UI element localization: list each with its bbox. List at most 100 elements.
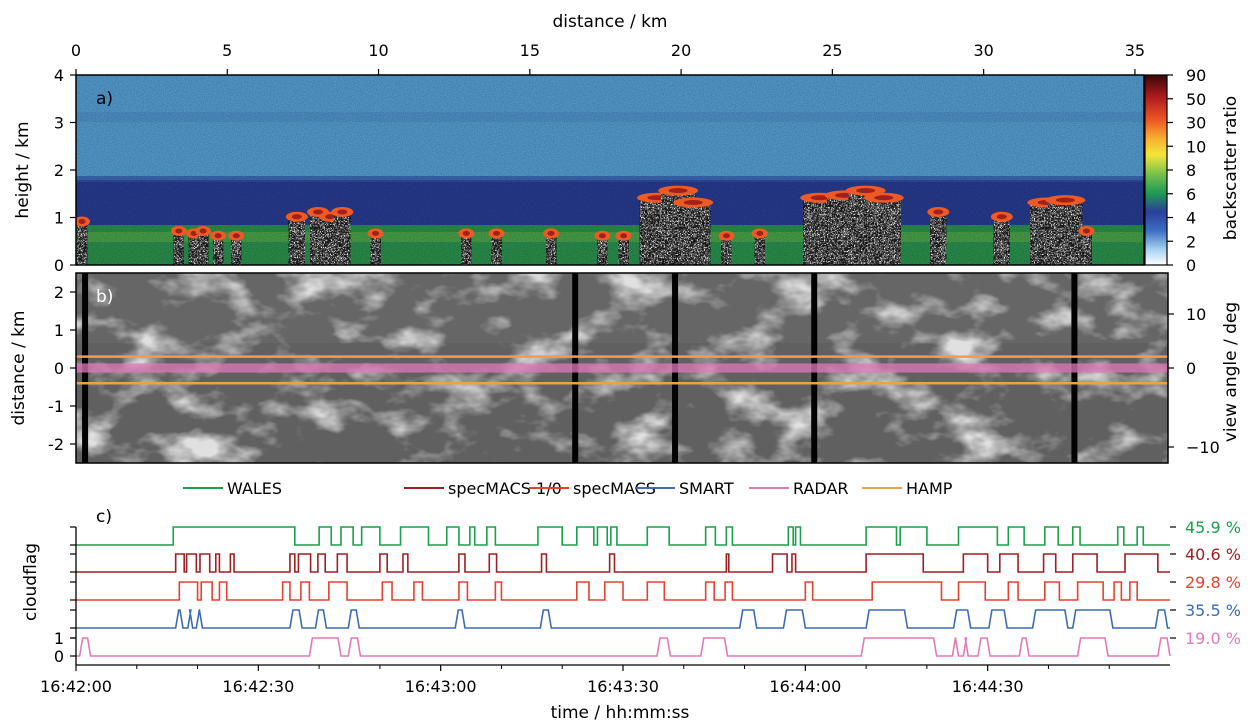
colorbar-tick-label: 10 (1186, 137, 1206, 156)
panel-b-ylabel-right: view angle / deg (1221, 302, 1241, 442)
y-tick-label: -1 (48, 397, 64, 416)
cloud-column-texture (213, 236, 224, 265)
colorbar-ticks: 0 2 4 6 8 10 30 50 90 (1167, 66, 1206, 275)
cloud-top-core (683, 200, 703, 205)
percent-labels: 45.9 % 40.6 % 29.8 % 35.5 % 19.0 % (1185, 518, 1241, 648)
y-tick-label: 0 (54, 256, 64, 275)
percent-label: 35.5 % (1185, 601, 1241, 620)
panel-b-ylabel: distance / km (9, 311, 29, 426)
radar-band (76, 363, 1168, 373)
panel-c-tag: c) (96, 507, 112, 527)
cloud-top-core (996, 214, 1007, 220)
panel-b-yticks: -2 -1 0 1 2 −10 0 10 (48, 283, 1220, 457)
y-tick-label: 1 (54, 629, 64, 648)
top-axis-ticks: 0 5 10 15 20 25 30 35 (71, 41, 1145, 75)
panel-a-yticks: 0 1 2 3 4 (54, 66, 76, 275)
top-tick-label: 30 (973, 41, 993, 60)
percent-label: 29.8 % (1185, 573, 1241, 592)
cloud-column-texture (334, 213, 351, 265)
cloud-top-core (547, 230, 555, 236)
percent-label: 40.6 % (1185, 545, 1241, 564)
x-tick-label: 16:42:00 (40, 677, 112, 696)
colorbar-label: backscatter ratio (1221, 96, 1241, 240)
legend-label: specMACS 1/0 (448, 479, 562, 498)
cloudflag-line (76, 637, 1171, 657)
cloudflag-line (76, 526, 1170, 546)
y-tick-label: 4 (54, 66, 64, 85)
cloud-top-core (1083, 228, 1091, 234)
top-tick-label: 5 (222, 41, 232, 60)
cloudflag-line (76, 581, 1170, 601)
cloud-column-texture (288, 217, 305, 265)
cloud-top-core (462, 230, 470, 236)
cloud-top-core (325, 214, 336, 220)
cloud-top-core (493, 230, 501, 236)
legend-label: WALES (227, 479, 282, 498)
cloud-column-texture (676, 203, 711, 265)
cloud-top-core (372, 230, 380, 236)
legend: WALES specMACS 1/0 specMACS SMART RADAR HAMP (183, 479, 953, 498)
cloud-column-texture (461, 234, 472, 265)
cloud-top-core (668, 188, 688, 194)
legend-label: specMACS (573, 479, 656, 498)
cloud-column-texture (198, 232, 209, 265)
top-tick-label: 0 (71, 41, 81, 60)
cloud-top-core (933, 209, 944, 215)
top-axis-label: distance / km (553, 12, 668, 32)
cloudflag-line (76, 609, 1170, 629)
cloud-top-core (175, 228, 183, 234)
colorbar (1144, 74, 1168, 266)
panel-c-ylabel: cloudflag (21, 543, 41, 621)
colorbar-tick-label: 90 (1186, 66, 1206, 85)
cloud-column-texture (721, 236, 732, 265)
cloudflag-line (76, 553, 1170, 573)
cloud-column-texture (322, 217, 339, 265)
legend-label: SMART (679, 479, 734, 498)
cloud-column-texture (993, 217, 1010, 265)
y-tick-label: 3 (54, 114, 64, 133)
percent-label: 19.0 % (1185, 629, 1241, 648)
cloud-column-texture (231, 236, 242, 265)
top-tick-label: 15 (520, 41, 540, 60)
lidar-backscatter-image (76, 75, 1144, 265)
cloud-top-core (722, 233, 730, 239)
x-tick-label: 16:43:00 (405, 677, 477, 696)
panel-a-tag: a) (96, 89, 113, 109)
top-tick-label: 20 (671, 41, 691, 60)
cloud-top-core (598, 233, 606, 239)
camera-image (76, 273, 1168, 463)
x-tick-label: 16:42:30 (222, 677, 294, 696)
colorbar-tick-label: 30 (1186, 114, 1206, 133)
cloud-column-texture (866, 198, 901, 265)
x-tick-label: 16:44:30 (952, 677, 1024, 696)
y-tick-label: 0 (54, 359, 64, 378)
top-tick-label: 10 (368, 41, 388, 60)
panel-a: a) height / km 0 1 2 3 4 0 2 4 6 8 10 30 50 90 backs… (13, 66, 1241, 275)
cloud-top-core (620, 233, 628, 239)
colorbar-tick-label: 4 (1186, 209, 1196, 228)
cloud-top-core (199, 228, 207, 234)
cloud-top-core (214, 233, 222, 239)
cloud-top-core (756, 230, 764, 236)
cloud-top-core (337, 209, 348, 215)
panel-c: c) cloudflag 01 16:42:00 16:42:30 16:43:00 1… (21, 507, 1241, 696)
y-tick-label: -2 (48, 435, 64, 454)
right-tick-label: 10 (1186, 305, 1206, 324)
cloud-column-texture (930, 213, 947, 265)
cloud-column-texture (77, 222, 88, 265)
cloud-top-core (78, 219, 86, 224)
cloud-top-core (874, 195, 894, 201)
cloud-top-core (856, 188, 876, 194)
bottom-axis-label: time / hh:mm:ss (551, 703, 690, 723)
legend-label: RADAR (793, 479, 849, 498)
cloudflag-series (76, 526, 1176, 657)
colorbar-tick-label: 0 (1186, 256, 1196, 275)
cloud-column-texture (1081, 232, 1092, 265)
y-tick-label: 0 (54, 647, 64, 666)
panel-b: b) distance / km view angle / deg -2 -1 0 1… (9, 272, 1241, 464)
cloud-column-texture (754, 234, 765, 265)
percent-label: 45.9 % (1185, 518, 1241, 537)
y-tick-label: 1 (54, 321, 64, 340)
panel-b-tag: b) (96, 287, 113, 307)
